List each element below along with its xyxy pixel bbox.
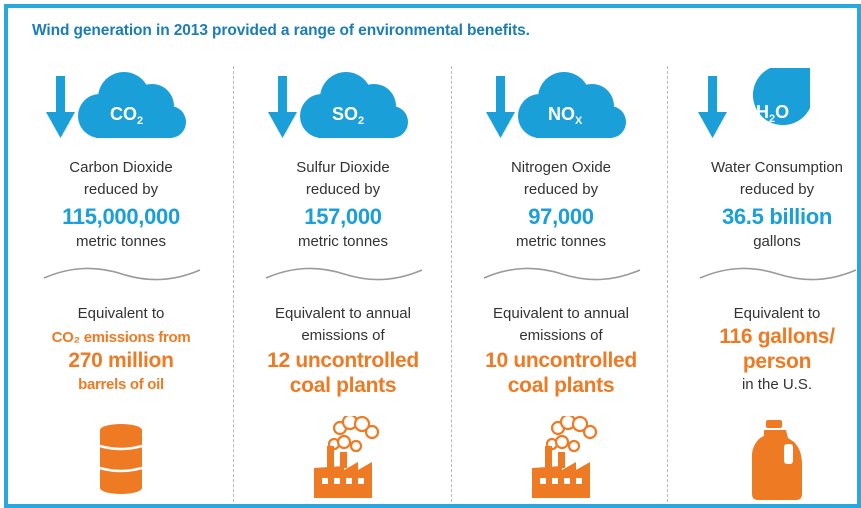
wave-divider [699, 267, 857, 281]
column-divider [667, 66, 668, 502]
infographic-frame: Wind generation in 2013 provided a range… [4, 4, 861, 508]
metric-unit: gallons [753, 233, 801, 250]
equivalent-line-1: emissions of [519, 327, 603, 344]
metric-amount: 36.5 billion [721, 204, 833, 229]
oil-barrel-icon [99, 424, 143, 494]
column-sulfur-dioxide: SO2 Sulfur Dioxide reduced by 157,000 me… [234, 64, 452, 504]
svg-text:NOX: NOX [548, 104, 583, 127]
column-divider [233, 66, 234, 502]
metric-amount: 115,000,000 [62, 204, 180, 229]
metric-reduced-label: reduced by [523, 181, 599, 198]
page-title: Wind generation in 2013 provided a range… [32, 22, 530, 39]
water-jug-icon [752, 420, 802, 500]
metric-unit: metric tonnes [515, 233, 607, 250]
down-arrow-icon [46, 76, 75, 138]
metric-unit: metric tonnes [297, 233, 389, 250]
equivalent-intro: Equivalent to [77, 305, 165, 322]
nox-cloud-icon: NOX [486, 72, 626, 138]
metric-reduced-label: reduced by [305, 181, 381, 198]
equivalent-line-1: 116 gallons/ [719, 325, 835, 348]
metric-amount: 157,000 [304, 204, 382, 229]
column-divider [451, 66, 452, 502]
column-water-consumption: H2O Water Consumption reduced by 36.5 bi… [668, 64, 861, 504]
svg-text:CO2: CO2 [110, 104, 143, 127]
equivalent-intro: Equivalent to [733, 305, 821, 322]
co2-cloud-icon: CO2 [46, 72, 186, 138]
metric-amount: 97,000 [528, 204, 594, 229]
so2-cloud-icon: SO2 [268, 72, 408, 138]
equivalent-line-3: barrels of oil [78, 376, 164, 393]
equivalent-line-1: CO₂ emissions from [51, 329, 191, 346]
equivalent-line-3: coal plants [289, 374, 397, 397]
wave-divider [483, 267, 641, 281]
metric-name: Sulfur Dioxide [296, 159, 390, 176]
equivalent-line-1: emissions of [301, 327, 385, 344]
column-nitrogen-oxide: NOX Nitrogen Oxide reduced by 97,000 met… [452, 64, 670, 504]
factory-icon [314, 416, 380, 498]
metric-name: Water Consumption [711, 159, 843, 176]
equivalent-line-3: coal plants [507, 374, 615, 397]
metric-unit: metric tonnes [75, 233, 167, 250]
equivalent-line-2: 12 uncontrolled [267, 349, 419, 372]
equivalent-intro: Equivalent to annual [493, 305, 629, 322]
equivalent-line-2: person [742, 350, 812, 373]
metric-reduced-label: reduced by [83, 181, 159, 198]
metric-name: Carbon Dioxide [69, 159, 173, 176]
down-arrow-icon [486, 76, 515, 138]
metric-name: Nitrogen Oxide [510, 159, 612, 176]
equivalent-line-3: in the U.S. [741, 376, 813, 393]
down-arrow-icon [268, 76, 297, 138]
metric-reduced-label: reduced by [739, 181, 815, 198]
wave-divider [43, 267, 201, 281]
factory-icon [532, 416, 598, 498]
wave-divider [265, 267, 423, 281]
svg-text:SO2: SO2 [332, 104, 364, 127]
down-arrow-icon [698, 76, 727, 138]
equivalent-line-2: 10 uncontrolled [485, 349, 637, 372]
equivalent-intro: Equivalent to annual [275, 305, 411, 322]
column-carbon-dioxide: CO2 Carbon Dioxide reduced by 115,000,00… [12, 64, 230, 504]
svg-text:H2O: H2O [756, 102, 789, 125]
water-drop-icon: H2O [698, 68, 810, 138]
equivalent-line-2: 270 million [68, 349, 174, 372]
